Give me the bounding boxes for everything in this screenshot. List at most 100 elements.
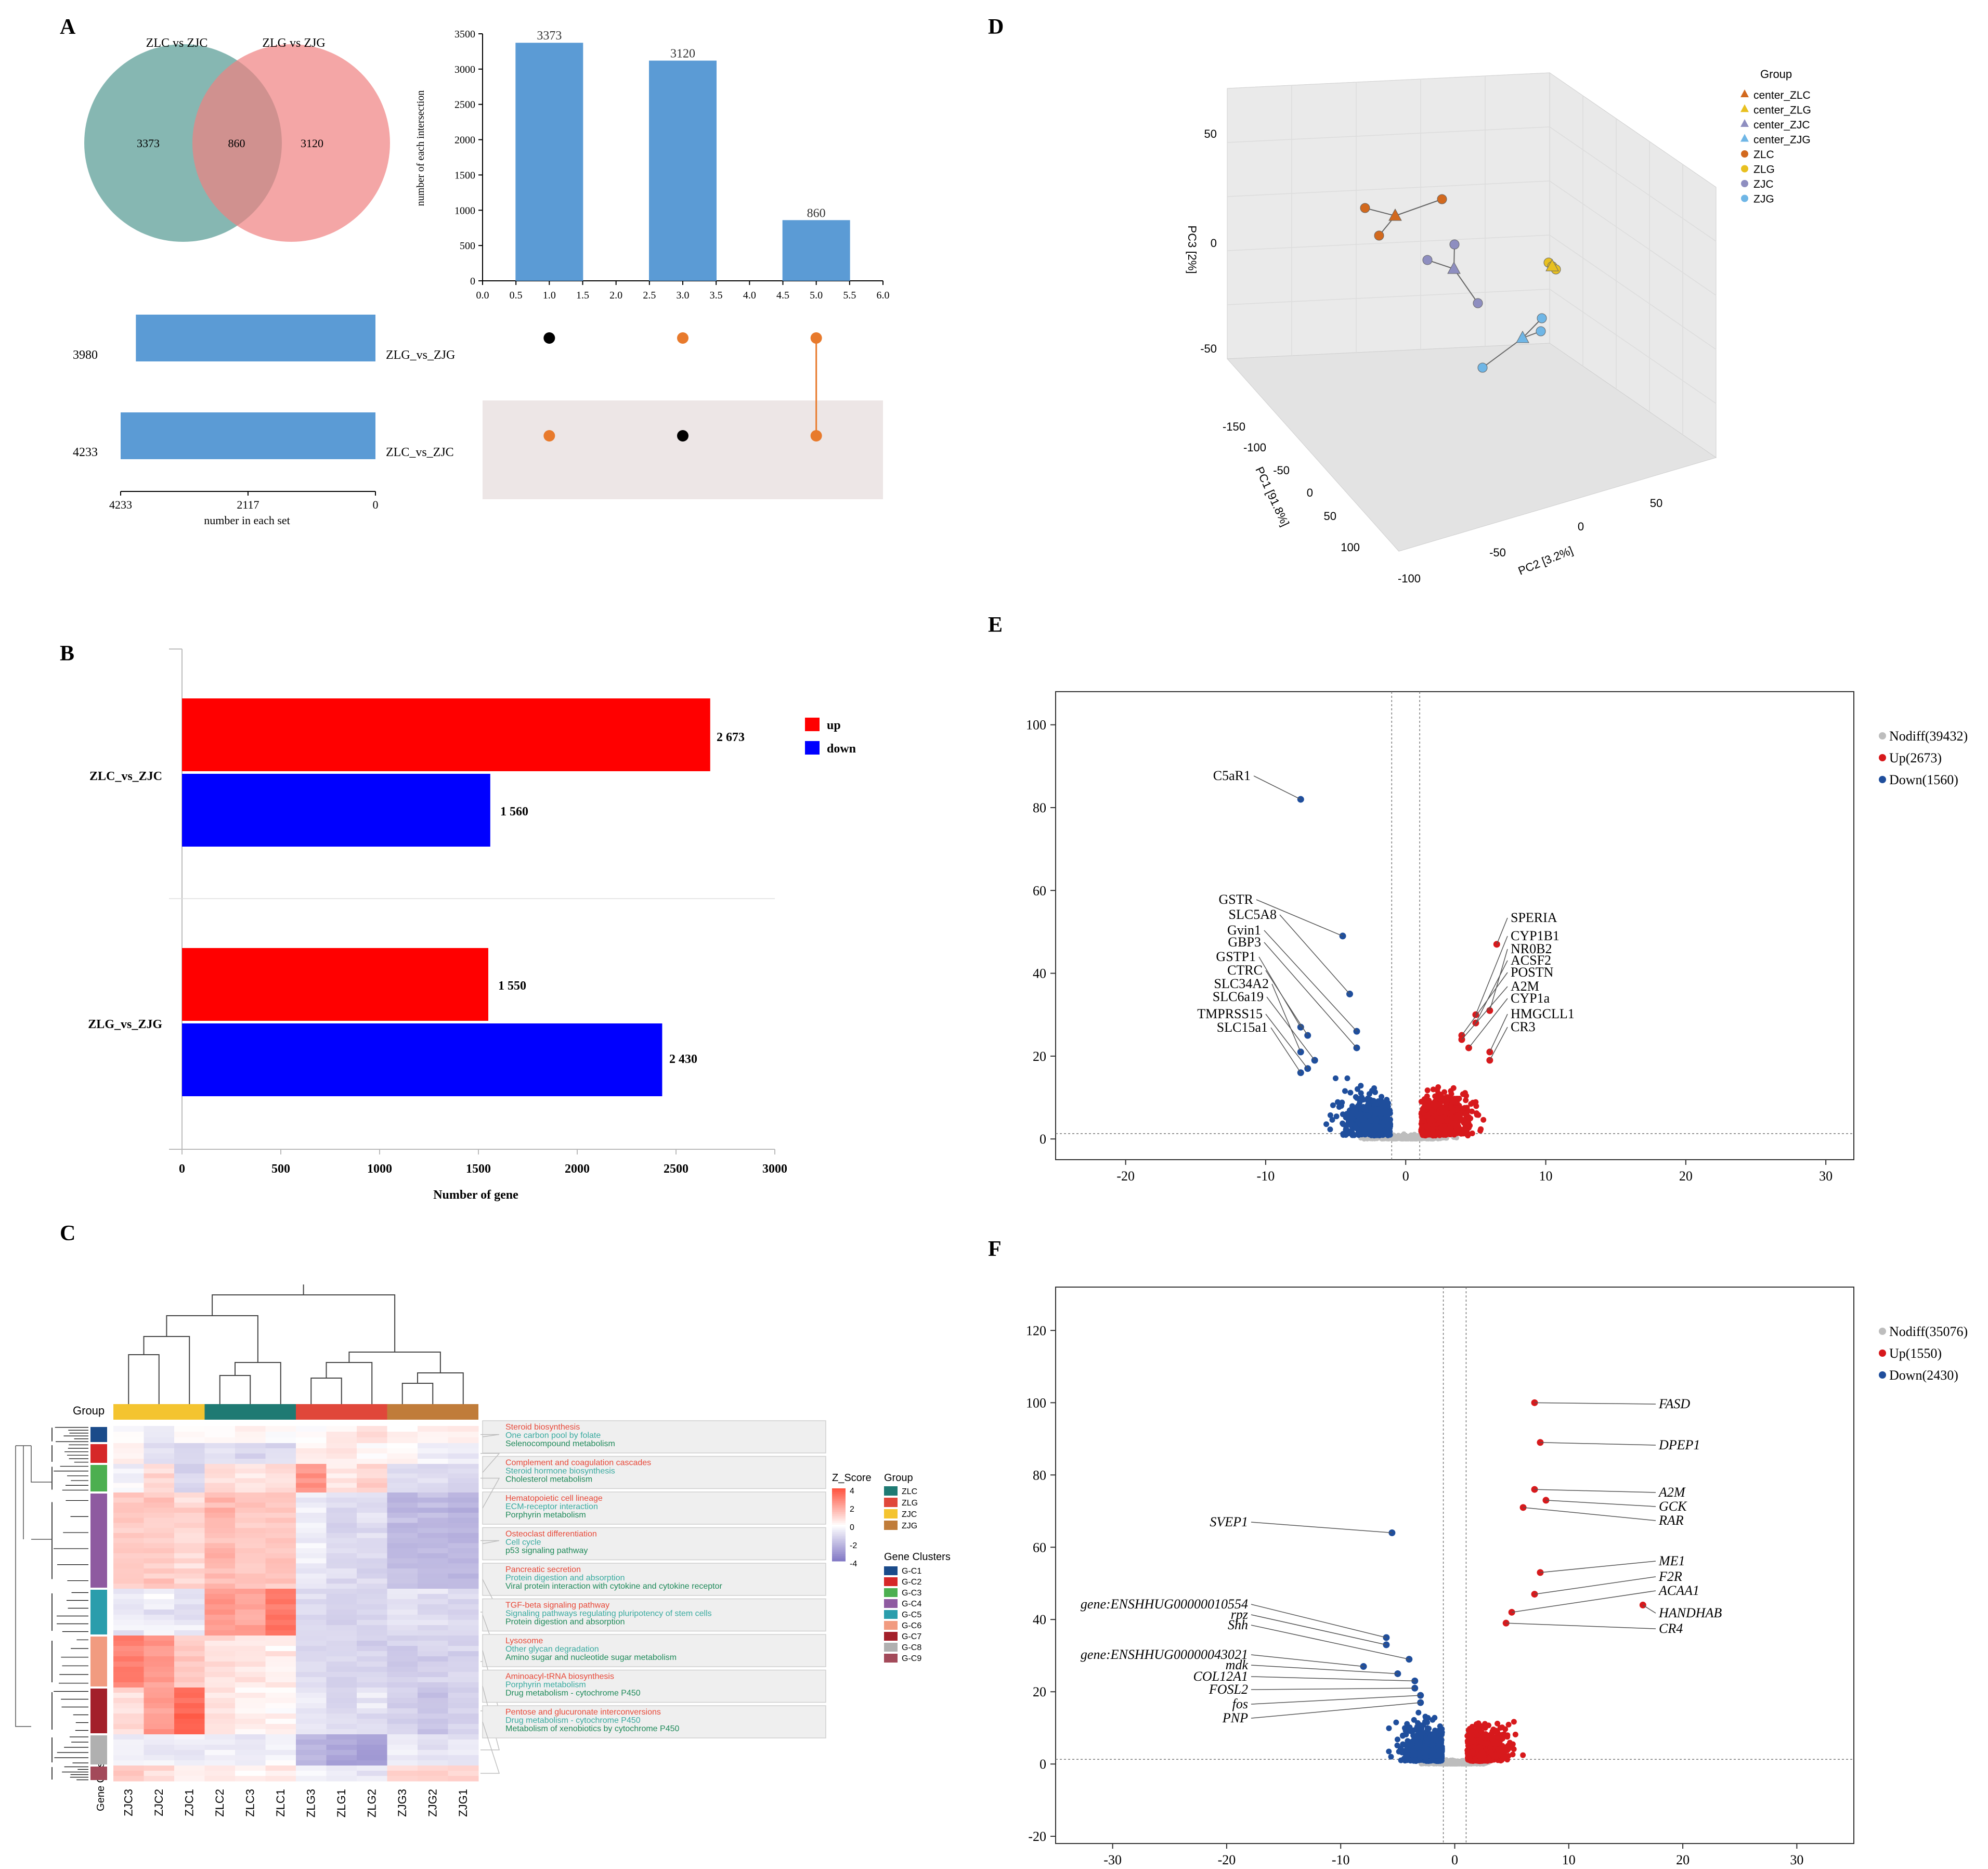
c-heatmap-cell — [144, 1558, 175, 1564]
c-heatmap-cell — [265, 1625, 296, 1631]
c-heatmap-cell — [174, 1745, 205, 1750]
c-heatmap-cell — [265, 1729, 296, 1735]
d-grid — [1227, 289, 1550, 305]
c-heatmap-cell — [174, 1672, 205, 1678]
panelE-point-up — [1441, 1089, 1448, 1095]
c-heatmap-cell — [296, 1646, 327, 1652]
c-column-label: ZJG3 — [396, 1789, 409, 1817]
c-heatmap-cell — [418, 1599, 448, 1605]
panelE-point-up — [1441, 1123, 1447, 1129]
c-heatmap-cell — [387, 1656, 418, 1662]
c-heatmap-cell — [113, 1714, 144, 1719]
c-zscore-gradient — [832, 1507, 846, 1509]
panelE-point-down — [1359, 1132, 1365, 1138]
panelE-point-up — [1443, 1127, 1449, 1134]
panelF-gene-label: ME1 — [1658, 1553, 1685, 1568]
c-heatmap-cell — [418, 1528, 448, 1534]
panelE-point-nodiff — [1395, 1135, 1401, 1140]
panelE-y-tick-label: 80 — [1033, 800, 1046, 815]
c-column-label: ZJG2 — [426, 1789, 439, 1817]
panelF-gene-label: mdk — [1226, 1657, 1249, 1672]
c-heatmap-cell — [113, 1584, 144, 1589]
c-zscore-gradient — [832, 1514, 846, 1516]
c-heatmap-cell — [418, 1698, 448, 1704]
c-pathway-label: Porphyrin metabolism — [505, 1511, 586, 1520]
panelF-point-down — [1414, 1727, 1421, 1733]
c-heatmap-cell — [448, 1599, 479, 1605]
c-heatmap-cell — [418, 1724, 448, 1730]
panelE-x-tick-label: 20 — [1679, 1169, 1693, 1184]
c-heatmap-cell — [144, 1724, 175, 1730]
c-heatmap-cell — [448, 1604, 479, 1610]
panelF-point-down — [1422, 1743, 1428, 1749]
c-heatmap-cell — [235, 1724, 266, 1730]
c-heatmap-cell — [326, 1426, 357, 1432]
panelE-point-down — [1354, 1131, 1360, 1137]
c-heatmap-cell — [357, 1662, 387, 1667]
panelE-point-down — [1385, 1100, 1391, 1106]
c-heatmap-cell — [265, 1437, 296, 1444]
c-heatmap-cell — [357, 1610, 387, 1615]
c-zscore-gradient — [832, 1512, 846, 1514]
c-heatmap-cell — [387, 1594, 418, 1600]
panelF-point-up — [1511, 1746, 1517, 1752]
c-heatmap-cell — [265, 1641, 296, 1646]
c-heatmap-cell — [326, 1553, 357, 1559]
c-heatmap-cell — [296, 1651, 327, 1657]
c-heatmap-cell — [326, 1714, 357, 1719]
upset-matrix-dot — [677, 430, 688, 442]
panelF-label-line — [1642, 1604, 1656, 1614]
c-heatmap-cell — [265, 1615, 296, 1620]
c-heatmap-cell — [448, 1443, 479, 1449]
c-heatmap-cell — [296, 1703, 327, 1709]
panelE-point-up — [1469, 1130, 1475, 1136]
c-heatmap-cell — [113, 1432, 144, 1438]
c-heatmap-cell — [357, 1688, 387, 1693]
panelF-point-down — [1402, 1728, 1409, 1734]
panelE-point-down — [1342, 1088, 1348, 1094]
panelE-point-up — [1425, 1104, 1431, 1110]
c-heatmap-cell — [296, 1487, 327, 1493]
c-heatmap-cell — [326, 1563, 357, 1569]
c-zscore-tick: 0 — [850, 1523, 854, 1532]
panelE-label-line — [1271, 983, 1301, 1053]
panelE-x-tick-label: -20 — [1116, 1169, 1135, 1184]
c-zscore-gradient — [832, 1537, 846, 1540]
c-heatmap-cell — [387, 1682, 418, 1688]
c-column-label: ZJG1 — [457, 1789, 470, 1817]
c-heatmap-cell — [418, 1625, 448, 1631]
c-heatmap-cell — [387, 1708, 418, 1714]
c-heatmap-cell — [387, 1610, 418, 1615]
c-heatmap-cell — [235, 1625, 266, 1631]
c-heatmap-cell — [448, 1656, 479, 1662]
c-heatmap-cell — [418, 1502, 448, 1508]
c-heatmap-cell — [235, 1473, 266, 1478]
c-heatmap-cell — [387, 1453, 418, 1459]
c-heatmap-cell — [204, 1698, 236, 1704]
c-heatmap-cell — [418, 1478, 448, 1484]
c-heatmap-cell — [387, 1714, 418, 1719]
panelF-point-down — [1425, 1715, 1431, 1721]
c-heatmap-cell — [296, 1714, 327, 1719]
c-heatmap-cell — [387, 1672, 418, 1678]
c-heatmap-cell — [387, 1755, 418, 1761]
c-heatmap-cell — [113, 1508, 144, 1513]
c-heatmap-cell — [235, 1677, 266, 1683]
c-heatmap-cell — [387, 1740, 418, 1745]
panelE-legend-label: Down(1560) — [1889, 772, 1958, 787]
c-heatmap-cell — [418, 1740, 448, 1745]
d-legend-title: Group — [1760, 68, 1792, 81]
c-heatmap-cell — [387, 1615, 418, 1620]
c-heatmap-cell — [418, 1437, 448, 1444]
d-legend-label: ZLG — [1753, 164, 1775, 176]
c-heatmap-cell — [265, 1662, 296, 1667]
c-heatmap-cell — [357, 1558, 387, 1564]
b-xlabel: Number of gene — [433, 1188, 518, 1202]
panelE-legend-marker — [1879, 754, 1886, 761]
c-heatmap-cell — [296, 1719, 327, 1724]
c-heatmap-cell — [448, 1703, 479, 1709]
panelF-label-line — [1534, 1576, 1656, 1595]
c-heatmap-cell — [418, 1672, 448, 1678]
c-heatmap-cell — [418, 1487, 448, 1493]
panelF-point-down — [1423, 1752, 1429, 1758]
